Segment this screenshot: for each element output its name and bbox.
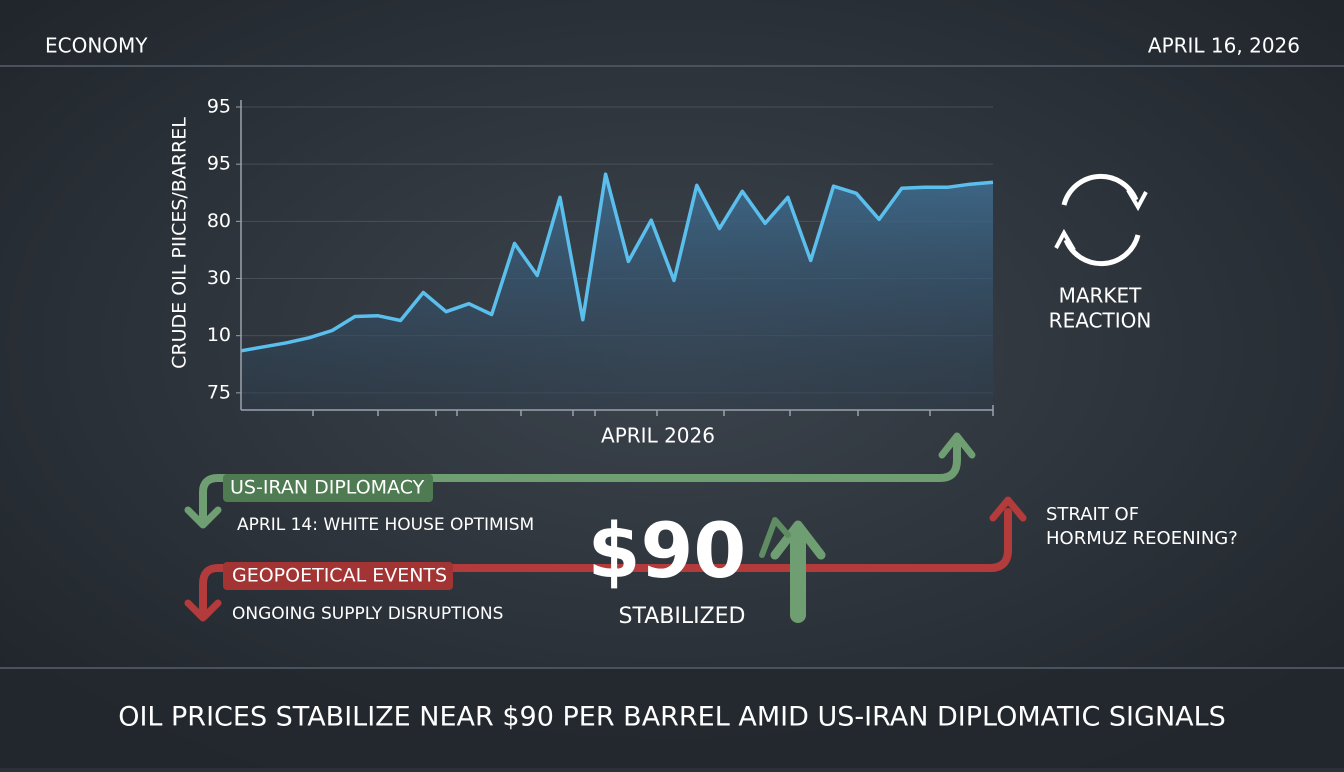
market-reaction: MARKET: [1059, 284, 1143, 308]
headline: OIL PRICES STABILIZE NEAR $90 PER BARREL…: [118, 702, 1226, 733]
section: ECONOMY: [45, 34, 148, 58]
x-axis-label: APRIL 2026: [601, 424, 715, 448]
cycle-icon: [1054, 173, 1148, 267]
strait: HORMUZ REOENING?: [1046, 528, 1238, 549]
events-title: GEOPOETICAL EVENTS: [232, 565, 447, 587]
y-tick-label: 10: [207, 324, 231, 346]
x-ticks: [312, 405, 994, 416]
tag: [223, 474, 433, 502]
axes: [240, 100, 994, 416]
diplomacy-title: US-IRAN DIPLOMACY: [230, 477, 425, 499]
footer-band: [0, 668, 1344, 768]
y-tick-label: 30: [207, 267, 231, 289]
tag: [223, 562, 453, 590]
y-axis-label: CRUDE OIL PIICES/BARREL: [169, 117, 191, 369]
line: [240, 172, 994, 353]
price: $90: [588, 506, 747, 595]
market-reaction: REACTION: [1049, 309, 1152, 333]
date: APRIL 16, 2026: [1148, 34, 1300, 58]
diplomacy-text: APRIL 14: WHITE HOUSE OPTIMISM: [237, 515, 534, 535]
y-tick-label: 75: [207, 381, 231, 403]
arrows: [184, 432, 1027, 623]
area: [241, 174, 993, 410]
strait: STRAIT OF: [1046, 504, 1139, 525]
events-text: ONGOING SUPPLY DISRUPTIONS: [232, 604, 503, 624]
price-caption: STABILIZED: [619, 604, 746, 629]
y-tick-label: 95: [207, 153, 231, 175]
y-tick-label: 80: [207, 210, 231, 232]
y-tick-label: 95: [207, 96, 231, 118]
